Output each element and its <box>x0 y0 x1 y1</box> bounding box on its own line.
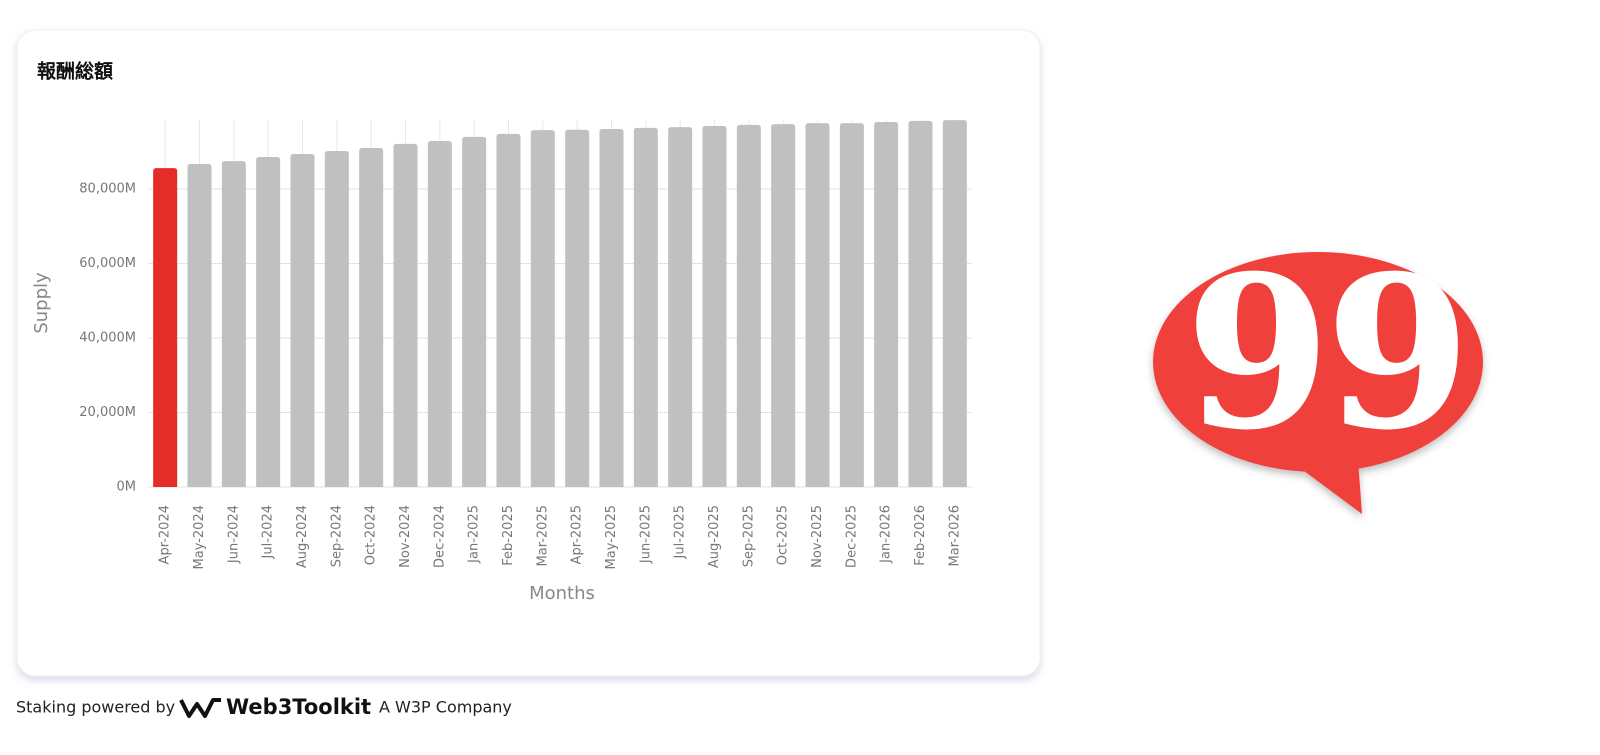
bar <box>427 140 452 487</box>
x-tick-label: Sep-2024 <box>329 505 344 567</box>
y-tick-label: 60,000M <box>79 256 136 271</box>
x-tick-label: Feb-2026 <box>913 505 928 566</box>
logo-text: 99 <box>1185 230 1465 477</box>
y-tick-label: 80,000M <box>79 182 136 197</box>
bar <box>633 127 658 487</box>
bar <box>599 129 624 487</box>
bar <box>221 161 246 487</box>
bar <box>393 143 418 488</box>
bar <box>668 127 693 487</box>
x-tick-label: Jan-2025 <box>467 505 482 564</box>
brand-icon <box>179 698 221 718</box>
bar <box>256 156 281 487</box>
y-axis-title: Supply <box>31 272 52 334</box>
x-tick-label: Aug-2025 <box>707 505 722 568</box>
bar <box>908 120 933 488</box>
bar <box>187 164 212 488</box>
x-tick-label: Aug-2024 <box>295 505 310 568</box>
bar <box>324 151 349 487</box>
y-tick-label: 0M <box>117 480 137 495</box>
bar <box>153 168 178 487</box>
bar <box>839 123 864 487</box>
bar <box>530 130 555 487</box>
x-tick-label: Jul-2024 <box>261 505 276 559</box>
x-tick-label: Oct-2024 <box>364 505 379 565</box>
x-tick-label: Jul-2025 <box>673 505 688 559</box>
x-tick-label: Mar-2025 <box>535 505 550 566</box>
x-tick-label: Jun-2025 <box>638 505 653 564</box>
x-tick-label: Mar-2026 <box>947 505 962 566</box>
x-tick-label: Oct-2025 <box>776 505 791 565</box>
chart-title: 報酬総額 <box>37 60 113 83</box>
footer-brand: Web3Toolkit <box>226 695 371 719</box>
x-tick-label: Jan-2026 <box>879 505 894 564</box>
x-tick-label: May-2025 <box>604 505 619 569</box>
bar <box>462 136 487 487</box>
y-tick-label: 40,000M <box>79 331 136 346</box>
logo-bubble <box>1153 252 1483 472</box>
bar <box>702 126 727 488</box>
bar <box>942 120 967 488</box>
bar <box>496 133 521 487</box>
x-tick-label: May-2024 <box>192 505 207 569</box>
bar <box>565 129 590 487</box>
y-tick-label: 20,000M <box>79 405 136 420</box>
x-tick-label: Dec-2024 <box>432 505 447 568</box>
logo-tail <box>1300 460 1362 514</box>
bar <box>771 124 796 487</box>
bar <box>805 123 830 487</box>
bar <box>874 121 899 487</box>
bar <box>359 148 384 487</box>
bar <box>736 124 761 488</box>
footer-suffix: A W3P Company <box>379 698 512 717</box>
x-tick-label: Jun-2024 <box>226 505 241 564</box>
footer-prefix: Staking powered by <box>16 698 175 717</box>
x-tick-label: Apr-2024 <box>158 505 173 564</box>
x-tick-label: Nov-2025 <box>810 505 825 568</box>
bar <box>290 153 315 488</box>
x-tick-label: Nov-2024 <box>398 505 413 568</box>
x-tick-label: Sep-2025 <box>741 505 756 567</box>
x-tick-label: Feb-2025 <box>501 505 516 566</box>
x-tick-label: Dec-2025 <box>844 505 859 568</box>
x-axis-title: Months <box>529 583 595 604</box>
plot: 0M 20,000M 40,000M 60,000M 80,000M Apr-2024 Ma… <box>79 120 972 569</box>
logo <box>1153 252 1483 514</box>
x-tick-label: Apr-2025 <box>570 505 585 564</box>
